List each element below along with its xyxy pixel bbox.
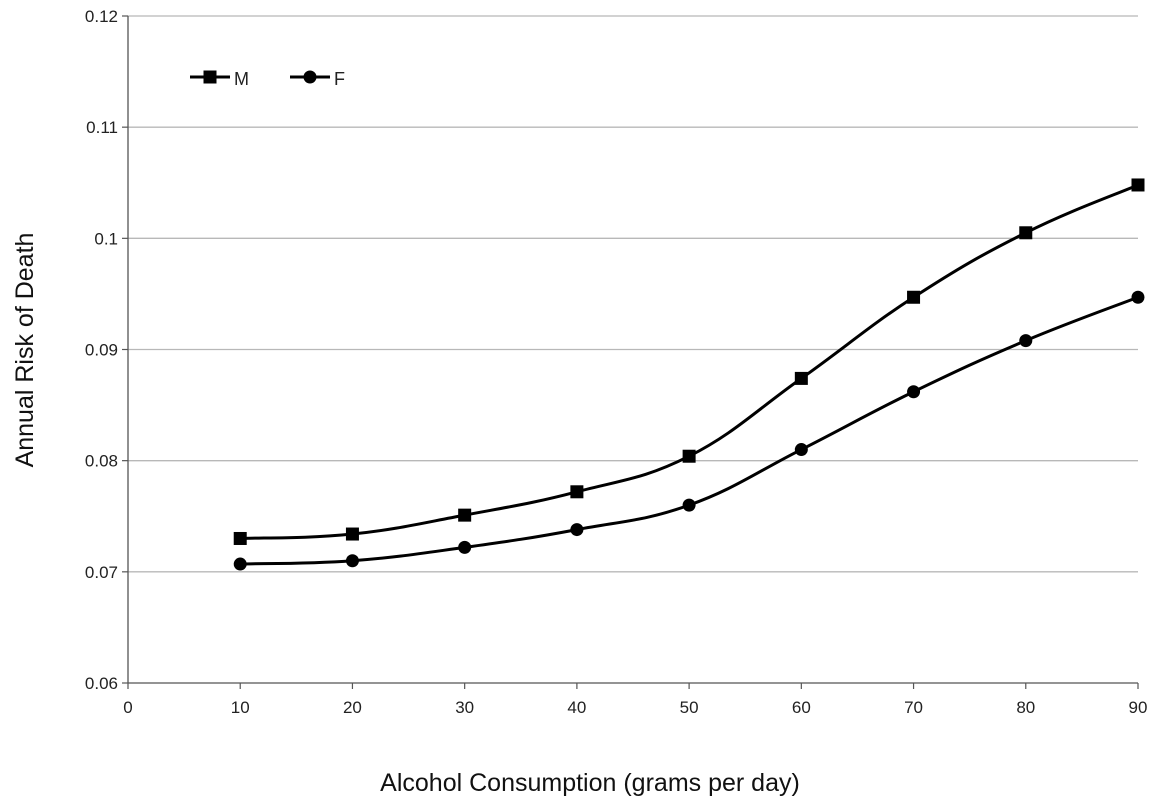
x-tick-label: 20 (343, 698, 362, 717)
y-tick-label: 0.06 (85, 674, 118, 693)
data-point-m (1131, 178, 1145, 192)
data-point-f (458, 540, 472, 554)
series-line-f (240, 295, 1139, 566)
y-tick-label: 0.09 (85, 341, 118, 360)
x-axis-tick-labels: 0 10 20 30 40 50 60 70 80 90 (123, 698, 1147, 717)
data-point-f (233, 557, 247, 571)
series (233, 178, 1145, 571)
data-point-f (1131, 290, 1145, 304)
data-point-f (682, 498, 696, 512)
legend-label-m: M (234, 69, 249, 89)
data-point-f (345, 554, 359, 568)
legend-marker-m (203, 70, 217, 84)
data-point-m (345, 527, 359, 541)
data-point-f (794, 443, 808, 457)
data-point-m (682, 449, 696, 463)
y-tick-label: 0.11 (86, 118, 118, 137)
data-point-f (907, 385, 921, 399)
y-tick-label: 0.08 (85, 452, 118, 471)
data-point-m (1019, 226, 1033, 240)
axes (122, 15, 1139, 689)
x-tick-label: 0 (123, 698, 132, 717)
gridlines (128, 15, 1138, 573)
data-point-f (570, 523, 584, 537)
y-axis-title: Annual Risk of Death (11, 233, 39, 468)
y-tick-label: 0.12 (85, 7, 118, 26)
x-tick-label: 10 (231, 698, 250, 717)
data-point-m (458, 508, 472, 522)
x-axis-title: Alcohol Consumption (grams per day) (380, 769, 800, 797)
series-line-m (240, 183, 1139, 540)
series-m (233, 178, 1145, 545)
data-point-m (570, 485, 584, 499)
data-point-f (1019, 334, 1033, 348)
x-tick-label: 40 (567, 698, 586, 717)
y-tick-label: 0.1 (94, 229, 118, 248)
data-point-m (233, 531, 247, 545)
data-point-m (907, 290, 921, 304)
x-tick-label: 90 (1129, 698, 1148, 717)
legend-item-f: F (290, 69, 345, 89)
x-tick-label: 80 (1016, 698, 1035, 717)
data-point-m (794, 371, 808, 385)
series-f (233, 290, 1145, 571)
x-tick-label: 70 (904, 698, 923, 717)
legend-marker-f (303, 70, 317, 84)
x-tick-label: 50 (680, 698, 699, 717)
legend-label-f: F (334, 69, 345, 89)
x-tick-label: 30 (455, 698, 474, 717)
y-tick-label: 0.07 (85, 563, 118, 582)
x-tick-label: 60 (792, 698, 811, 717)
y-axis-tick-labels: 0.06 0.07 0.08 0.09 0.1 0.11 0.12 (85, 7, 118, 693)
legend-item-m: M (190, 69, 249, 89)
